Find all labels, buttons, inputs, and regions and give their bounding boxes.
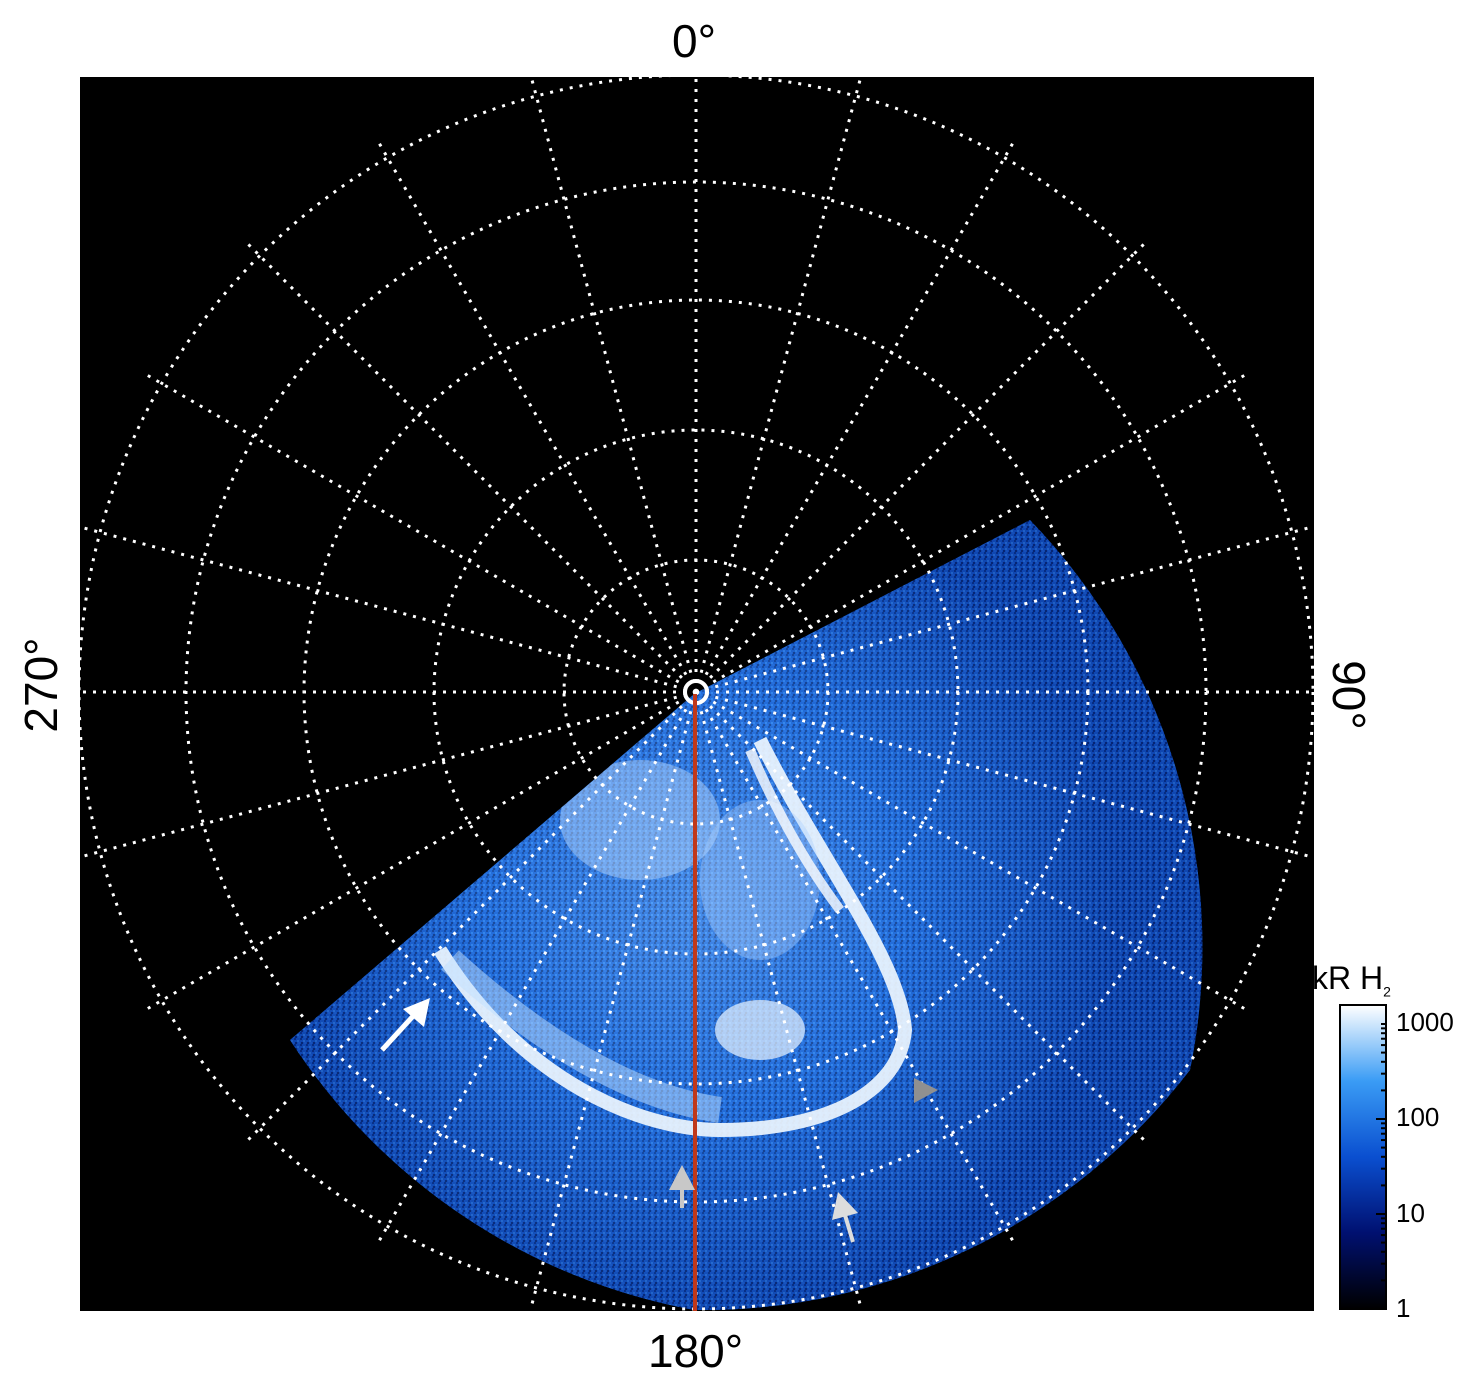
colorbar-title: kR H2 (1312, 960, 1391, 1000)
colorbar-tick-label: 1000 (1396, 1007, 1454, 1037)
grid-spoke (695, 524, 1314, 694)
main-auroral-oval (434, 736, 913, 1138)
colorbar (1339, 1004, 1387, 1310)
white-arrow (380, 998, 430, 1052)
grid-spoke (242, 238, 698, 694)
grid-spoke (695, 370, 1252, 694)
colorbar-tick-label: 1 (1396, 1293, 1411, 1323)
grid-spoke (694, 238, 1150, 694)
grid-spoke (695, 690, 1314, 860)
grid-spoke (694, 136, 1018, 693)
polar-emission-patch (715, 1000, 805, 1060)
gray-triangle-right (914, 1078, 938, 1103)
angle-label-0: 0° (672, 15, 716, 67)
angle-label-270: 270° (15, 637, 67, 733)
gray-arrow-lower-right (832, 1192, 858, 1243)
angle-label-90: 90° (1323, 660, 1375, 730)
grid-spoke (529, 77, 698, 693)
grid-spoke (80, 690, 697, 859)
grid-spoke (374, 136, 698, 693)
colorbar-ticks (1376, 1023, 1386, 1310)
grid-spoke (694, 691, 1018, 1248)
grid-spoke (694, 691, 864, 1311)
grid-spoke (140, 370, 697, 694)
colorbar-tick-label: 100 (1396, 1102, 1440, 1132)
grid-spoke (528, 691, 698, 1311)
grid-spoke (374, 691, 698, 1248)
angle-label-180: 180° (648, 1325, 744, 1377)
gray-arrow-lower-left (669, 1165, 695, 1208)
grid-spoke (140, 690, 697, 1014)
grid-spoke (695, 690, 1252, 1014)
grid-spoke (242, 690, 698, 1146)
colorbar-tick-label: 10 (1396, 1198, 1425, 1228)
grid-ring (80, 77, 1314, 1311)
grid-spoke (694, 690, 1150, 1146)
grid-spoke (80, 525, 697, 694)
grid-spoke (694, 77, 863, 693)
